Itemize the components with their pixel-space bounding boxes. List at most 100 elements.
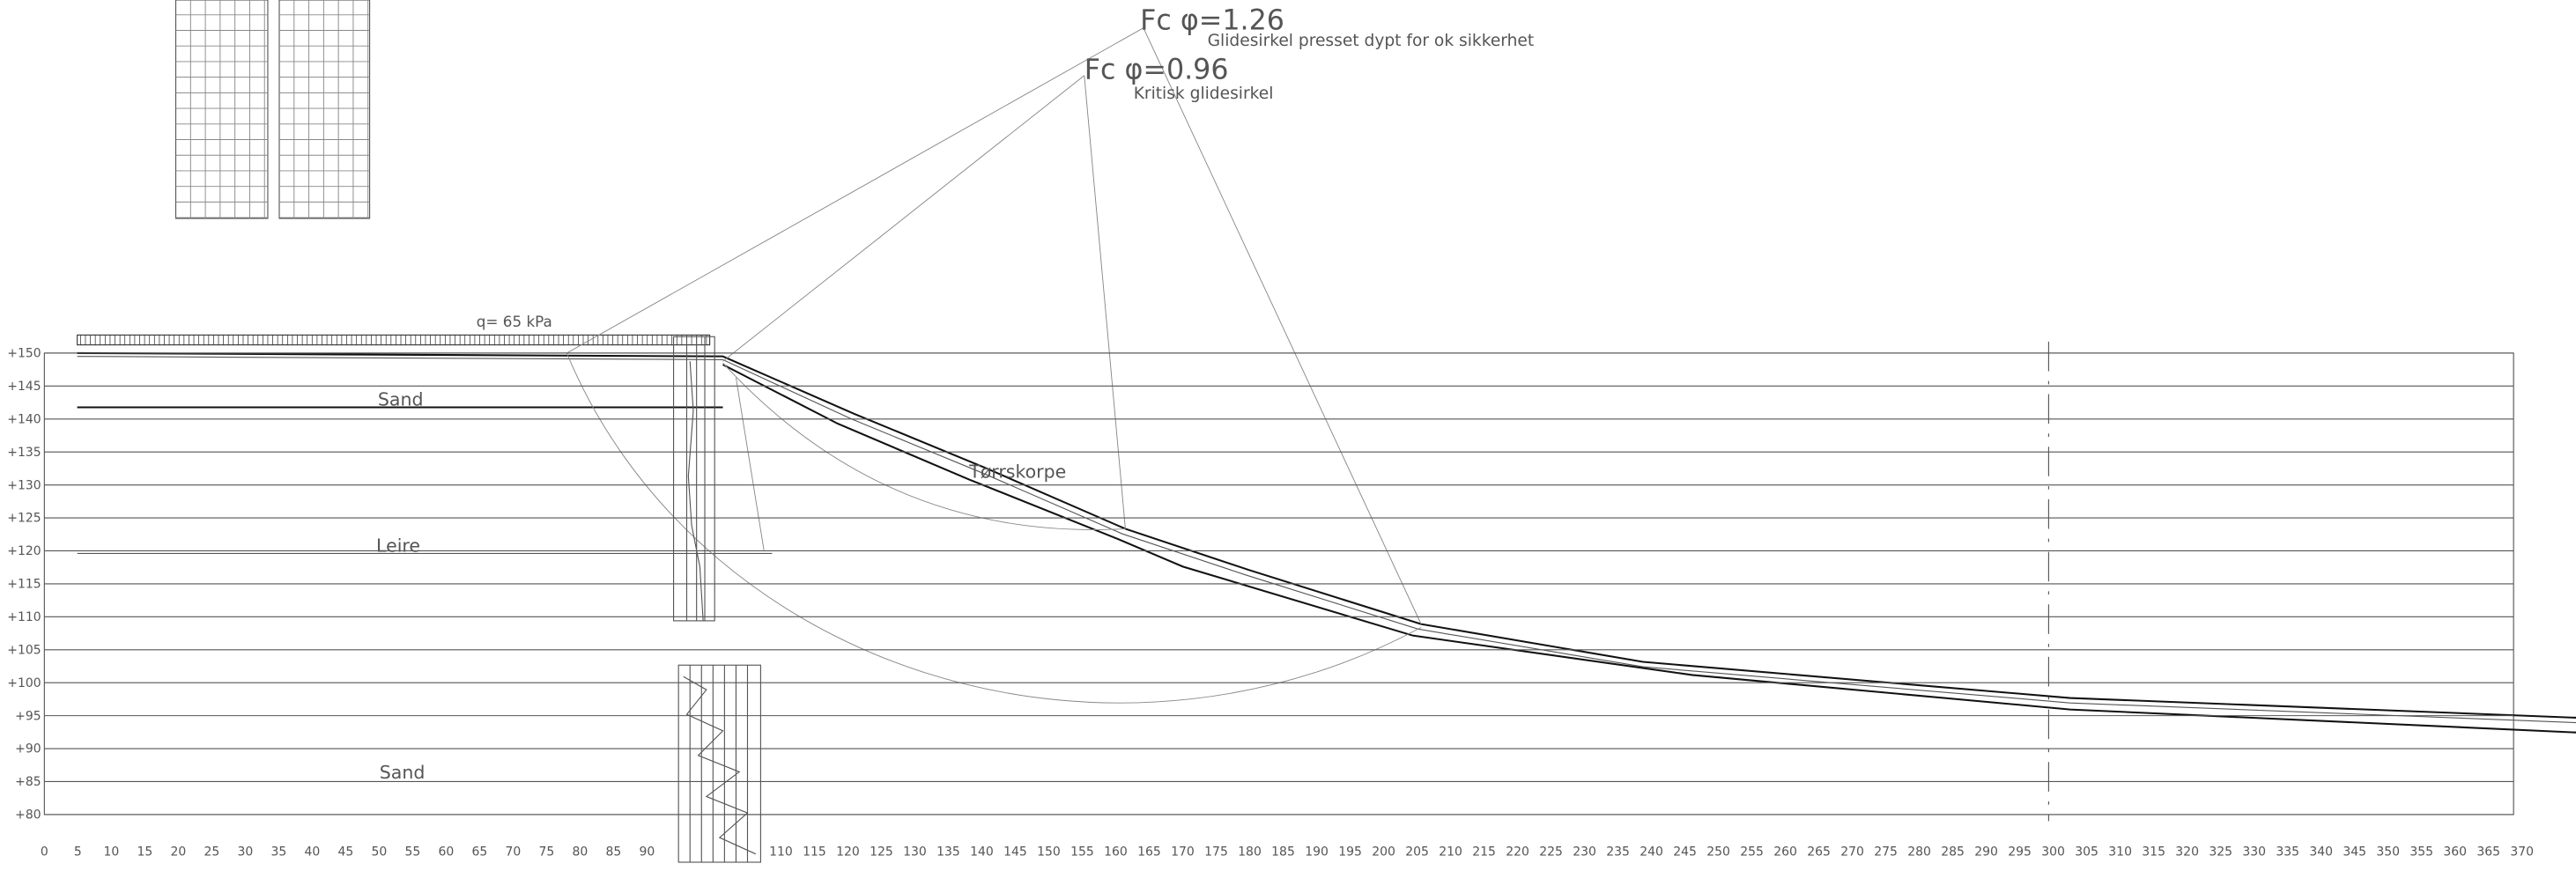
distance-label: 30 [237,845,253,860]
distance-label: 235 [1606,845,1630,860]
distance-label: 120 [836,845,860,860]
elevation-label: +150 [7,347,41,361]
distance-label: 125 [870,845,893,860]
terrain-surface [77,351,2576,719]
distance-label: 360 [2443,845,2467,860]
distance-label: 325 [2209,845,2232,860]
elevation-label: +130 [7,478,41,492]
distance-label: 5 [74,845,82,860]
slip-circle-critical [722,362,1126,530]
borehole-1 [673,336,715,622]
distance-label: 285 [1941,845,1965,860]
mini-frame [174,0,269,219]
distance-label: 290 [1974,845,1998,860]
distance-label: 230 [1573,845,1596,860]
distance-label: 130 [903,845,927,860]
distance-label: 245 [1673,845,1697,860]
distance-label: 135 [936,845,960,860]
distance-label: 310 [2108,845,2132,860]
distance-label: 330 [2242,845,2266,860]
distance-label: 215 [1472,845,1496,860]
distance-label: 140 [970,845,994,860]
slip-circle-deep [566,352,1422,704]
distance-label: 275 [1874,845,1898,860]
distance-label: 270 [1840,845,1864,860]
distance-label: 180 [1238,845,1262,860]
distance-label: 305 [2075,845,2099,860]
mini-log-chart [174,0,371,219]
distance-label: 295 [2008,845,2032,860]
distance-label: 255 [1740,845,1764,860]
elevation-label: +95 [15,709,41,723]
layer-label: Sand [378,389,424,410]
distance-label: 60 [439,845,455,860]
distance-label: 20 [170,845,186,860]
distance-label: 210 [1439,845,1462,860]
elevation-label: +115 [7,578,41,592]
distance-label: 90 [640,845,655,860]
distance-label: 175 [1204,845,1228,860]
distance-label: 25 [204,845,219,860]
distance-label: 195 [1338,845,1362,860]
fc-high-note: Glidesirkel presset dypt for ok sikkerhe… [1208,32,1535,50]
layer-label: Tørrskorpe [968,461,1066,483]
elevation-label: +105 [7,643,41,657]
elevation-label: +80 [15,808,41,823]
distance-label: 205 [1405,845,1429,860]
distance-label: 160 [1104,845,1128,860]
distance-label: 280 [1907,845,1931,860]
distance-label: 225 [1539,845,1563,860]
distance-label: 165 [1137,845,1161,860]
elevation-label: +85 [15,775,41,789]
distance-label: 170 [1171,845,1195,860]
elevation-label: +135 [7,446,41,460]
radius-lines [566,27,1422,624]
distance-label: 0 [41,845,48,860]
terrain-crust [77,356,2576,724]
distance-label: 340 [2309,845,2333,860]
distance-label: 110 [769,845,793,860]
distance-label: 115 [803,845,826,860]
distance-label: 350 [2376,845,2400,860]
distance-label: 85 [606,845,622,860]
distance-label: 355 [2409,845,2433,860]
distance-label: 300 [2041,845,2065,860]
distance-label: 370 [2510,845,2534,860]
distance-label: 335 [2276,845,2299,860]
fc-high: Fc φ=1.26 [1140,5,1284,37]
distance-label: 70 [506,845,522,860]
distance-label: 185 [1271,845,1295,860]
elevation-label: +140 [7,412,41,426]
layer-label: Sand [380,762,426,783]
distance-label: 35 [270,845,286,860]
layer-label: Leire [376,535,420,557]
distance-label: 50 [372,845,388,860]
elevation-label: +110 [7,610,41,624]
distance-label: 315 [2142,845,2165,860]
elevation-label: +145 [7,380,41,394]
distance-label: 345 [2343,845,2366,860]
distance-label: 75 [539,845,555,860]
load-bar [77,334,711,346]
distance-label: 240 [1640,845,1663,860]
distance-label: 40 [304,845,320,860]
elevation-label: +90 [15,742,41,757]
distance-label: 200 [1372,845,1395,860]
distance-label: 260 [1773,845,1797,860]
distance-label: 45 [338,845,354,860]
distance-label: 55 [405,845,421,860]
distance-label: 190 [1305,845,1329,860]
distance-label: 320 [2175,845,2199,860]
borehole-2-log [683,665,757,863]
drawing-body: Fc φ=1.26 Glidesirkel presset dypt for o… [7,0,2576,863]
distance-label: 150 [1037,845,1061,860]
borehole-1-log [685,336,706,621]
distance-label: 65 [472,845,488,860]
distance-label: 15 [137,845,152,860]
distance-label: 265 [1807,845,1831,860]
distance-label: 80 [573,845,588,860]
distance-label: 365 [2476,845,2500,860]
distance-label: 220 [1506,845,1529,860]
